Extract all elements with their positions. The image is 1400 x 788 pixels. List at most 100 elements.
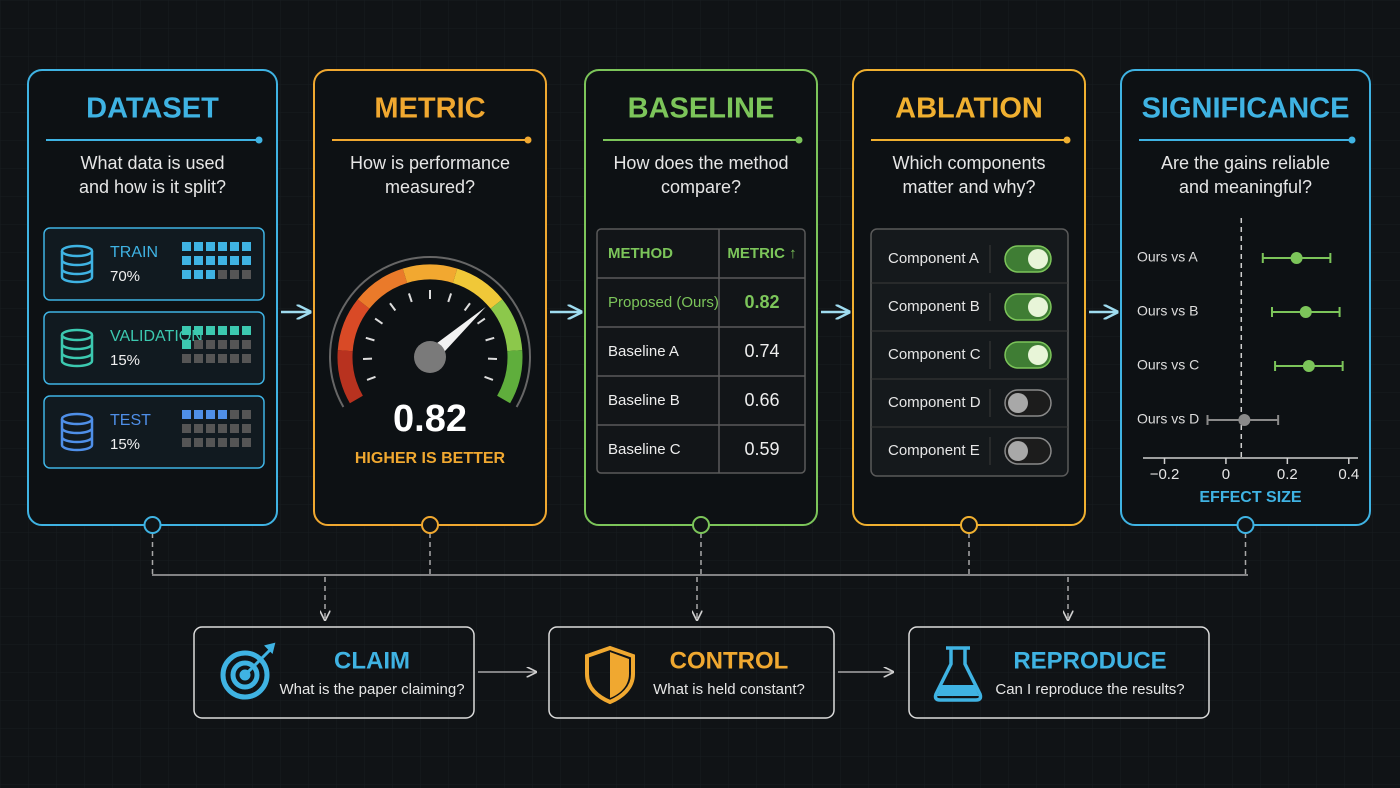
effect-point: [1290, 252, 1303, 264]
title-rule-dot: [1063, 136, 1071, 144]
title-rule-dot: [795, 136, 803, 144]
component-name: Component B: [888, 298, 980, 315]
split-square: [194, 242, 203, 251]
effect-point: [1302, 360, 1315, 372]
split-square: [230, 354, 239, 363]
gauge-tick: [484, 375, 494, 381]
card-question: How is performance: [350, 153, 510, 173]
component-name: Component A: [888, 250, 979, 267]
gauge-tick: [407, 293, 413, 303]
gauge-rim: [329, 256, 531, 408]
table-header: METRIC ↑: [727, 245, 796, 262]
card-title: SIGNIFICANCE: [1142, 93, 1350, 125]
db-body: [60, 335, 94, 368]
split-square: [194, 424, 203, 433]
table-cell: 0.82: [744, 292, 779, 312]
split-square: [242, 270, 251, 279]
card-port: [692, 516, 710, 534]
database-icon: [60, 412, 94, 452]
split-name: VALIDATION: [110, 328, 203, 345]
x-tick-label: 0: [1222, 466, 1230, 483]
gauge-caption: HIGHER IS BETTER: [355, 450, 506, 467]
gauge-tick: [365, 336, 375, 342]
card-port: [1236, 516, 1255, 534]
split-share: 15%: [110, 352, 140, 369]
split-square: [230, 256, 239, 265]
card-title: BASELINE: [628, 93, 775, 125]
split-square: [230, 270, 239, 279]
table-cell: Proposed (Ours): [608, 294, 719, 311]
toggle-knob: [1028, 297, 1048, 317]
step-box: [193, 626, 475, 719]
gauge-tick: [463, 302, 471, 312]
split-square: [182, 326, 191, 335]
split-name: TRAIN: [110, 244, 158, 261]
split-square: [242, 340, 251, 349]
effect-point: [1238, 414, 1251, 426]
card-question: compare?: [661, 177, 741, 197]
x-axis-label: EFFECT SIZE: [1199, 489, 1302, 506]
connectors: [152, 574, 1248, 672]
gauge-segment: [337, 350, 364, 404]
x-tick-label: 0.2: [1277, 466, 1298, 483]
split-square: [218, 354, 227, 363]
split-square: [218, 270, 227, 279]
split-square: [206, 256, 215, 265]
split-square: [218, 438, 227, 447]
card-question: What data is used: [80, 153, 224, 173]
split-square: [206, 270, 215, 279]
split-square: [194, 340, 203, 349]
gauge-hub: [414, 341, 446, 373]
card-question: Are the gains reliable: [1161, 153, 1330, 173]
card-question: How does the method: [613, 153, 788, 173]
gauge-score: 0.82: [393, 398, 467, 440]
effect-point: [1299, 306, 1312, 318]
toggle-knob: [1028, 345, 1048, 365]
card-question: matter and why?: [902, 177, 1035, 197]
split-square: [230, 242, 239, 251]
split-square: [218, 326, 227, 335]
step-box: [548, 626, 835, 719]
split-square: [206, 326, 215, 335]
card-title: METRIC: [374, 93, 485, 125]
split-square: [230, 326, 239, 335]
split-square: [182, 340, 191, 349]
split-square: [206, 340, 215, 349]
toggle-knob: [1008, 393, 1028, 413]
split-square: [206, 242, 215, 251]
target-icon: [220, 642, 276, 700]
split-square: [218, 256, 227, 265]
split-name: TEST: [110, 412, 151, 429]
split-square: [182, 424, 191, 433]
split-square: [242, 354, 251, 363]
split-square: [218, 340, 227, 349]
db-body: [60, 419, 94, 452]
split-square: [242, 326, 251, 335]
comparison-label: Ours vs D: [1137, 411, 1199, 427]
table-cell: 0.74: [744, 341, 779, 361]
split-square: [242, 438, 251, 447]
component-name: Component C: [888, 346, 981, 363]
card-port: [143, 516, 162, 534]
shield-icon: [585, 645, 635, 705]
component-name: Component D: [888, 394, 981, 411]
card-title: ABLATION: [895, 93, 1043, 125]
card: [1120, 69, 1371, 526]
split-square: [230, 340, 239, 349]
table-header: METHOD: [608, 245, 673, 262]
split-square: [182, 410, 191, 419]
x-tick-label: −0.2: [1150, 466, 1180, 483]
toggle-knob: [1028, 249, 1048, 269]
card-question: and how is it split?: [79, 177, 226, 197]
card-question: Which components: [892, 153, 1045, 173]
comparison-label: Ours vs C: [1137, 357, 1199, 373]
split-square: [230, 438, 239, 447]
split-share: 70%: [110, 268, 140, 285]
card-port: [960, 516, 978, 534]
split-square: [218, 410, 227, 419]
title-rule-dot: [255, 136, 263, 144]
split-square: [194, 326, 203, 335]
table-cell: Baseline A: [608, 343, 679, 360]
split-square: [182, 354, 191, 363]
